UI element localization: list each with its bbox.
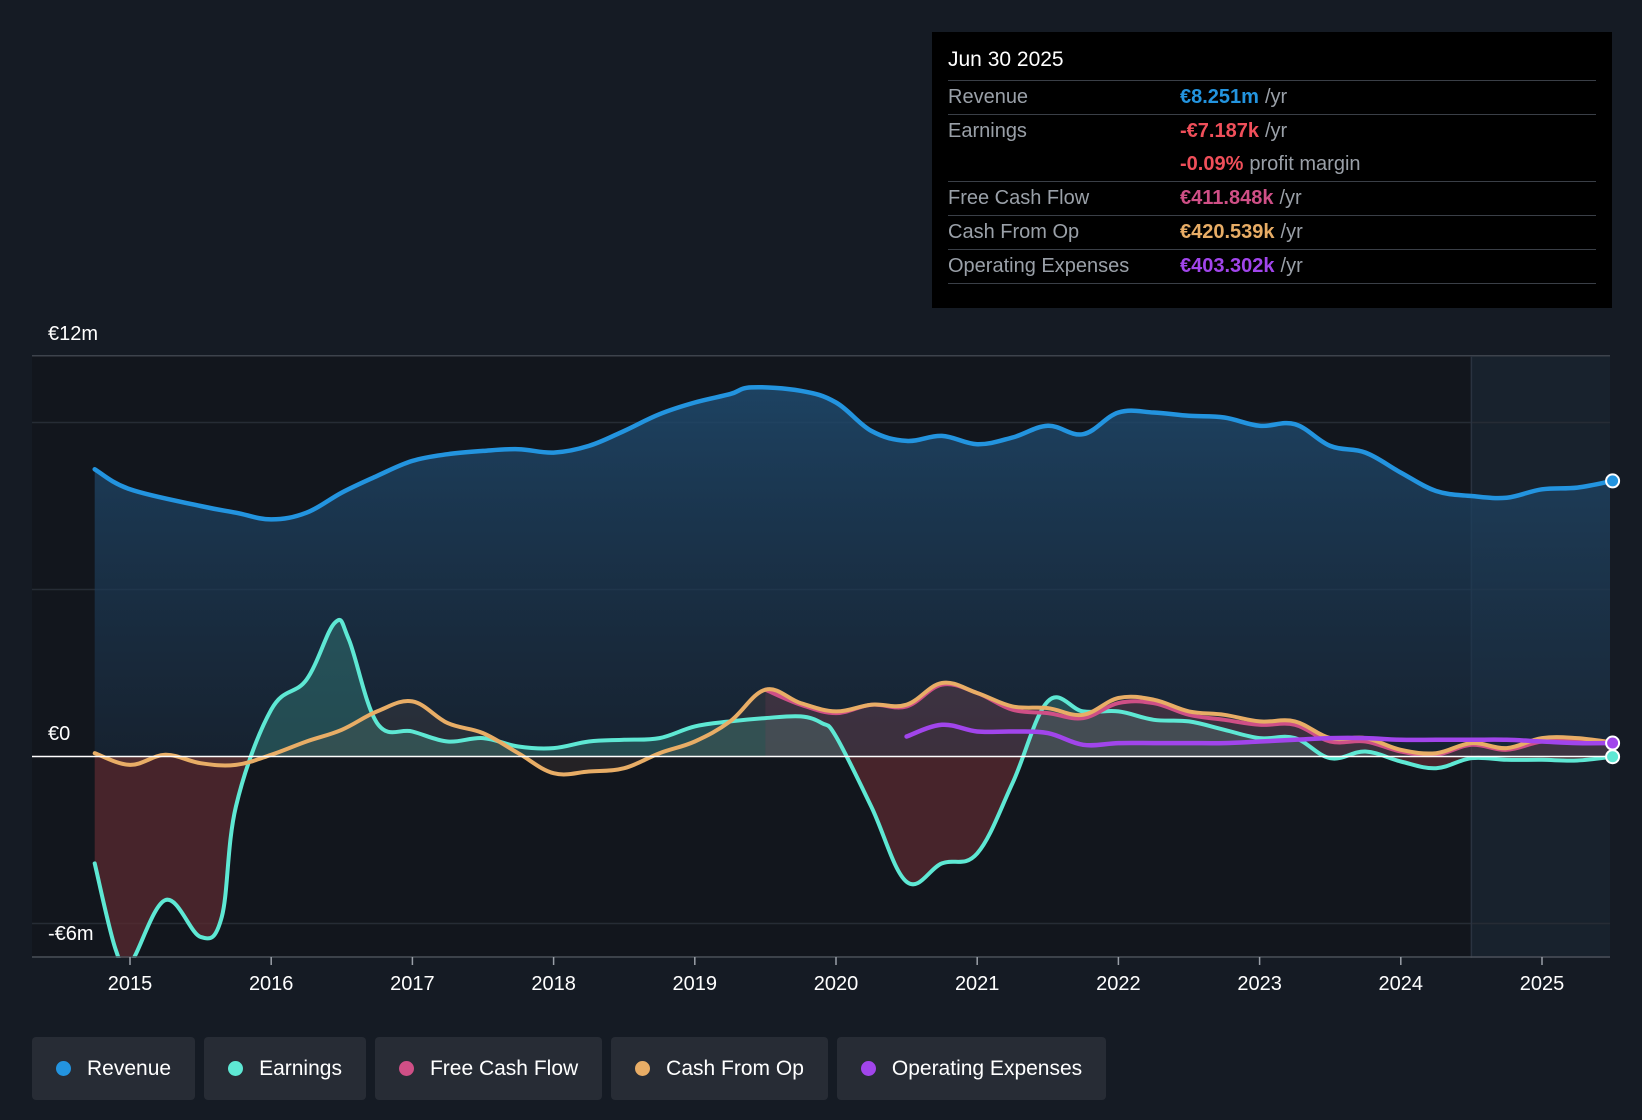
legend-label: Operating Expenses (891, 1056, 1083, 1080)
tooltip-unit: /yr (1280, 255, 1303, 277)
legend-item-revenue[interactable]: Revenue (32, 1037, 196, 1100)
x-tick-label: 2021 (955, 973, 1000, 995)
x-tick-label: 2020 (814, 973, 859, 995)
legend: Revenue Earnings Free Cash Flow Cash Fro… (32, 1037, 1107, 1100)
x-tick-label: 2018 (531, 973, 576, 995)
tooltip-row-operating-expenses: Operating Expenses €403.302k /yr (948, 249, 1596, 284)
y-label-bottom: -€6m (48, 923, 94, 945)
tooltip-label: Operating Expenses (948, 255, 1130, 277)
tooltip-value: -0.09% (1180, 153, 1244, 175)
x-tick-label: 2025 (1520, 973, 1565, 995)
operating-expenses-endpoint (1605, 735, 1621, 751)
revenue-line (92, 385, 1610, 522)
tooltip-row-profit-margin: -0.09% profit margin (948, 148, 1596, 181)
tooltip-label: Free Cash Flow (948, 187, 1090, 209)
x-tick-label: 2016 (249, 973, 294, 995)
legend-dot-icon (398, 1061, 414, 1076)
x-tick-label: 2024 (1379, 973, 1424, 995)
tooltip-label: Revenue (948, 86, 1029, 108)
legend-label: Revenue (87, 1056, 172, 1080)
x-axis-ticks: 2015 2016 2017 2018 2019 2020 2021 2022 2023 2024… (108, 957, 1565, 995)
tooltip-value: -€7.187k (1180, 120, 1259, 142)
x-tick-label: 2019 (673, 973, 718, 995)
legend-dot-icon (635, 1061, 651, 1076)
tooltip-unit: /yr (1279, 187, 1302, 209)
revenue-area (94, 387, 1610, 757)
tooltip-value: €420.539k (1180, 221, 1275, 243)
tooltip-value: €8.251m (1180, 86, 1259, 108)
tooltip-row-earnings: Earnings -€7.187k /yr (948, 114, 1596, 148)
series-endpoints (1605, 473, 1621, 765)
tooltip-unit: profit margin (1249, 153, 1361, 175)
legend-label: Earnings (259, 1056, 342, 1080)
legend-dot-icon (860, 1061, 876, 1076)
legend-label: Free Cash Flow (429, 1056, 579, 1080)
tooltip-row-revenue: Revenue €8.251m /yr (948, 80, 1596, 114)
legend-dot-icon (56, 1061, 71, 1076)
legend-item-earnings[interactable]: Earnings (204, 1037, 366, 1100)
y-label-top: €12m (48, 323, 98, 345)
cash-from-op-area (94, 682, 1610, 775)
legend-dot-icon (228, 1061, 244, 1076)
earnings-line (92, 617, 1610, 958)
tooltip-date: Jun 30 2025 (948, 48, 1064, 71)
tooltip-unit: /yr (1264, 86, 1288, 108)
legend-label: Cash From Op (666, 1056, 804, 1080)
earnings-endpoint (1605, 749, 1621, 765)
tooltip-label: Earnings (948, 120, 1027, 142)
x-tick-label: 2017 (390, 973, 435, 995)
x-tick-label: 2022 (1096, 973, 1141, 995)
tooltip-label: Cash From Op (948, 221, 1080, 243)
x-tick-label: 2015 (108, 973, 153, 995)
tooltip-row-free-cash-flow: Free Cash Flow €411.848k /yr (948, 181, 1596, 215)
series-lines (92, 385, 1610, 958)
tooltip-value: €411.848k (1180, 187, 1274, 209)
financial-chart: 2015 2016 2017 2018 2019 2020 2021 2022 2023 2024… (32, 323, 1621, 995)
tooltip-unit: /yr (1264, 120, 1288, 142)
x-tick-label: 2023 (1237, 973, 1282, 995)
tooltip-panel: Jun 30 2025 Revenue €8.251m /yr Earnings… (932, 32, 1612, 308)
revenue-endpoint (1605, 473, 1621, 489)
legend-item-free-cash-flow[interactable]: Free Cash Flow (374, 1037, 603, 1100)
legend-item-cash-from-op[interactable]: Cash From Op (611, 1037, 828, 1100)
tooltip-row-cash-from-op: Cash From Op €420.539k /yr (948, 215, 1596, 249)
y-label-zero: €0 (48, 723, 70, 745)
legend-item-operating-expenses[interactable]: Operating Expenses (836, 1037, 1107, 1100)
tooltip-unit: /yr (1280, 221, 1303, 243)
tooltip-value: €403.302k (1180, 255, 1275, 277)
operating-expenses-line (904, 722, 1610, 748)
